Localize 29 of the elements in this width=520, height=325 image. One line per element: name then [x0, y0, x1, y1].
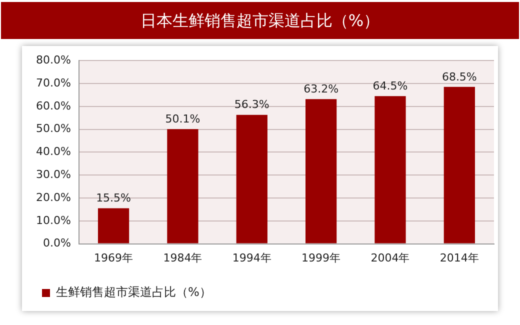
- bar: [98, 208, 130, 244]
- y-tick-label: 60.0%: [36, 99, 71, 112]
- y-tick-label: 50.0%: [36, 122, 71, 136]
- bar: [167, 129, 198, 244]
- text: 63.2%: [304, 82, 339, 96]
- y-tick-label: 70.0%: [36, 76, 71, 90]
- x-tick-label: 1994年: [232, 251, 272, 264]
- text: 64.5%: [372, 79, 408, 92]
- bar: [374, 96, 406, 244]
- y-tick-label: 80.0%: [36, 53, 71, 66]
- legend-label: 生鲜销售超市渠道占比（%）: [56, 285, 212, 300]
- x-tick-label: 1984年: [163, 251, 202, 264]
- text: 56.3%: [234, 98, 270, 112]
- x-tick-label: 1969年: [94, 251, 134, 264]
- bar: [305, 99, 337, 244]
- chart-title: 日本生鲜销售超市渠道占比（%）: [1, 2, 519, 39]
- x-tick-label: 2014年: [440, 251, 479, 264]
- y-tick-label: 40.0%: [36, 145, 71, 158]
- x-tick-label: 1999年: [302, 251, 341, 264]
- text: 50.1%: [165, 112, 200, 126]
- y-tick-label: 30.0%: [36, 168, 71, 181]
- y-tick-label: 10.0%: [36, 214, 71, 227]
- text: 15.5%: [96, 192, 132, 205]
- text: 68.5%: [442, 70, 477, 84]
- x-tick-label: 2004年: [370, 251, 410, 264]
- bar: [236, 114, 268, 244]
- y-tick-label: 0.0%: [42, 236, 71, 250]
- y-tick-label: 20.0%: [36, 190, 71, 204]
- bar: [444, 86, 475, 244]
